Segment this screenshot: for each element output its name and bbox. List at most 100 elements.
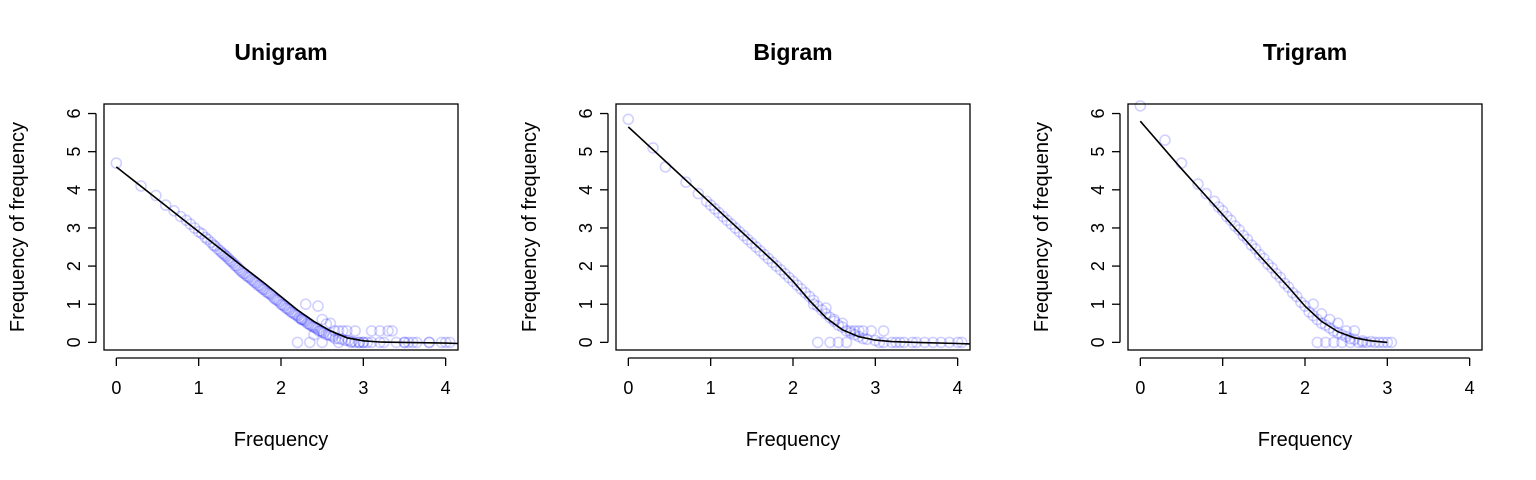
data-point — [832, 336, 845, 349]
data-point — [324, 317, 337, 330]
data-point — [873, 336, 886, 349]
data-point — [313, 325, 325, 337]
data-point — [260, 285, 273, 298]
data-point — [750, 241, 762, 253]
data-point — [853, 330, 865, 343]
data-point — [848, 328, 861, 341]
data-point — [316, 313, 329, 326]
data-point — [353, 336, 366, 349]
fit-line — [1139, 120, 1388, 344]
x-tick-label: 3 — [1382, 378, 1392, 398]
y-axis: 0 1 2 3 4 5 6 — [64, 109, 97, 347]
x-tick-label: 4 — [953, 378, 963, 398]
data-point — [803, 290, 816, 303]
data-point — [1315, 317, 1328, 330]
panel-title: Unigram — [234, 39, 327, 65]
x-tick-label: 0 — [111, 378, 121, 398]
data-point — [342, 334, 355, 347]
plot-frame — [615, 103, 971, 351]
data-point — [647, 142, 659, 154]
data-point — [1212, 201, 1225, 213]
y-tick-label: 4 — [576, 185, 596, 195]
data-point — [308, 328, 320, 341]
data-point — [811, 300, 824, 312]
data-point — [320, 328, 333, 341]
y-tick-label: 4 — [64, 185, 84, 195]
y-tick-label: 1 — [576, 299, 596, 309]
data-point — [1340, 325, 1352, 337]
data-point — [737, 229, 750, 242]
data-point — [353, 336, 366, 349]
y-tick-label: 4 — [1088, 185, 1108, 195]
data-point — [754, 245, 766, 257]
x-tick-label: 2 — [1300, 378, 1310, 398]
data-point — [1323, 322, 1336, 334]
y-tick-label: 6 — [1088, 109, 1108, 119]
data-point — [345, 335, 358, 348]
data-point — [1328, 325, 1340, 337]
data-point — [286, 306, 299, 319]
data-point — [270, 293, 282, 306]
data-point — [824, 336, 836, 349]
data-point — [247, 274, 259, 287]
data-point — [199, 231, 212, 244]
data-point — [214, 245, 226, 257]
data-point — [1311, 336, 1324, 349]
data-point — [840, 325, 853, 337]
data-point — [288, 307, 301, 320]
plot-frame — [103, 103, 459, 351]
y-tick-label: 3 — [576, 223, 596, 233]
data-point — [150, 189, 162, 202]
y-tick-label: 2 — [1088, 261, 1108, 271]
data-point — [135, 180, 147, 192]
data-point — [285, 306, 297, 318]
x-tick-label: 3 — [358, 378, 368, 398]
data-point — [258, 283, 271, 296]
data-point — [828, 315, 841, 328]
x-tick-label: 4 — [441, 378, 451, 398]
data-point — [1237, 229, 1250, 242]
y-tick-label: 6 — [576, 109, 596, 119]
data-point — [857, 325, 869, 337]
data-point — [220, 250, 233, 263]
data-point — [783, 271, 795, 284]
data-point — [240, 269, 253, 282]
data-point — [275, 298, 287, 311]
data-point — [1307, 309, 1319, 322]
x-tick-label: 1 — [706, 378, 716, 398]
fit-line — [115, 166, 459, 345]
data-point — [1348, 325, 1361, 337]
data-point — [1192, 178, 1204, 190]
data-point — [1352, 336, 1365, 349]
data-point — [299, 298, 312, 311]
x-axis-label: Frequency — [746, 429, 841, 451]
data-point — [273, 296, 286, 308]
y-tick-label: 2 — [64, 261, 84, 271]
data-point — [237, 267, 249, 279]
y-axis-label: Frequency of frequency — [7, 122, 29, 332]
data-point — [280, 302, 292, 314]
data-point — [1200, 187, 1212, 200]
data-point — [717, 210, 729, 223]
data-point — [1270, 267, 1282, 280]
data-point — [209, 240, 221, 253]
data-point — [815, 304, 828, 316]
data-point — [700, 195, 713, 208]
data-point — [713, 206, 725, 219]
y-tick-label: 3 — [64, 223, 84, 233]
y-tick-label: 6 — [64, 109, 84, 119]
data-point — [1245, 239, 1258, 251]
data-point — [253, 280, 266, 292]
x-tick-label: 1 — [1218, 378, 1228, 398]
data-point — [1286, 286, 1299, 299]
fit-line — [627, 126, 971, 345]
panel-title: Trigram — [1263, 39, 1347, 65]
data-point — [770, 260, 783, 272]
data-point — [1299, 300, 1311, 312]
data-point — [283, 304, 296, 316]
data-point — [242, 270, 254, 283]
y-tick-label: 1 — [1088, 299, 1108, 309]
data-point — [289, 309, 302, 321]
data-point — [955, 336, 968, 349]
data-point — [844, 326, 857, 339]
